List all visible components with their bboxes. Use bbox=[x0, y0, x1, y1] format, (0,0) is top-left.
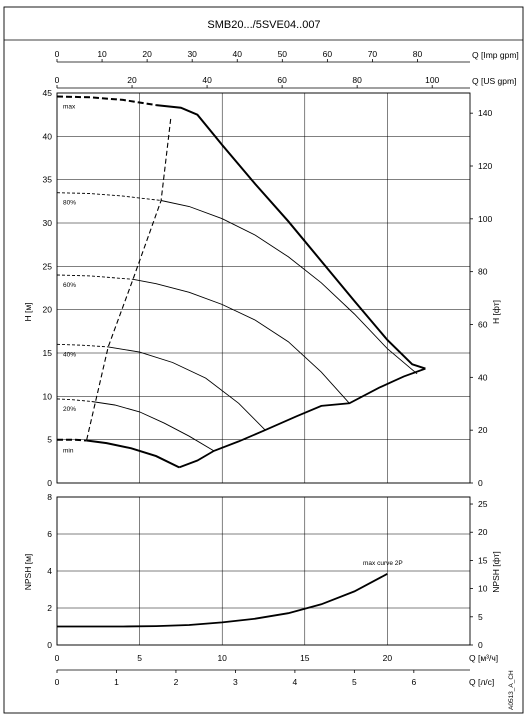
head-chart-grid: 0 5 10 15 20 25 30 35 40 45 0 20 40 60 80 100 120 140 bbox=[43, 88, 493, 488]
head-ytick-left: 30 bbox=[43, 218, 53, 228]
head-ytick-right: 120 bbox=[478, 161, 492, 171]
top-axis-1-tick-label: 20 bbox=[127, 75, 137, 85]
outer-frame bbox=[3, 6, 524, 714]
npsh-ytick-left: 0 bbox=[47, 640, 52, 650]
top-axis-1-tick-label: 100 bbox=[425, 75, 439, 85]
head-curve-60% bbox=[132, 278, 350, 404]
head-ytick-left: 35 bbox=[43, 175, 53, 185]
npsh-ytick-left: 6 bbox=[47, 529, 52, 539]
npsh-ytick-right: 25 bbox=[478, 499, 488, 509]
top-axis-0-tick-label: 30 bbox=[187, 49, 197, 59]
head-curve-80% bbox=[161, 200, 418, 375]
head-ytick-left: 45 bbox=[43, 88, 53, 98]
figure-code: A0513_A_CH bbox=[508, 670, 515, 710]
top-axis-0-label: Q [Imp gpm] bbox=[472, 50, 519, 60]
bottom-axis-1-tick-label: 1 bbox=[114, 677, 119, 687]
head-curve-min-dashed bbox=[57, 438, 87, 442]
head-ytick-right: 60 bbox=[478, 320, 488, 330]
npsh-ytick-right: 10 bbox=[478, 584, 488, 594]
bottom-axis-1-tick-label: 0 bbox=[55, 677, 60, 687]
head-ytick-left: 5 bbox=[47, 435, 52, 445]
chart-title: SMB20.../5SVE04..007 bbox=[207, 19, 320, 31]
head-envelope-curve bbox=[178, 367, 426, 469]
head-ytick-left: 10 bbox=[43, 391, 53, 401]
bottom-axis-0-tick-label: 10 bbox=[217, 653, 227, 663]
top-axis-0-tick-label: 80 bbox=[413, 49, 423, 59]
head-curve-min bbox=[86, 439, 180, 469]
top-axes: 0 10 20 30 40 50 60 70 80 Q [Imp gpm] 0 20 40 60 80 100… bbox=[55, 49, 519, 89]
head-curve-max-dashed bbox=[56, 95, 157, 107]
top-axis-0-tick-label: 10 bbox=[97, 49, 107, 59]
top-axis-0-tick-label: 20 bbox=[142, 49, 152, 59]
head-ylabel-right: H [фт] bbox=[491, 300, 501, 324]
top-axis-1-tick-label: 80 bbox=[352, 75, 362, 85]
top-axis-1-tick-label: 40 bbox=[202, 75, 212, 85]
top-axis-0-tick-label: 50 bbox=[278, 49, 288, 59]
top-axis-1-tick-label: 60 bbox=[277, 75, 287, 85]
bottom-axis-0-tick-label: 5 bbox=[137, 653, 142, 663]
top-axis-0-tick-label: 40 bbox=[233, 49, 243, 59]
bottom-axis-1-tick-label: 5 bbox=[352, 677, 357, 687]
head-curve-80%-dashed bbox=[56, 192, 162, 201]
head-curve-20%-dashed bbox=[56, 398, 92, 402]
head-curve-label-40%: 40% bbox=[63, 351, 76, 358]
top-axis-1-tick-label: 0 bbox=[55, 75, 60, 85]
bottom-axis-1-tick-label: 2 bbox=[174, 677, 179, 687]
bottom-axis-1-tick-label: 3 bbox=[233, 677, 238, 687]
head-limit-curve bbox=[86, 116, 172, 440]
npsh-ytick-right: 0 bbox=[478, 640, 483, 650]
bottom-axis-1-label: Q [л/с] bbox=[469, 677, 494, 687]
head-curve-label-60%: 60% bbox=[63, 282, 76, 289]
head-curve-label-max: max bbox=[63, 103, 76, 110]
bottom-axis-0-tick-label: 15 bbox=[300, 653, 310, 663]
bottom-axis-0-label: Q [м³/ч] bbox=[469, 653, 498, 663]
head-curve-label-80%: 80% bbox=[63, 200, 76, 207]
head-plot-area bbox=[56, 92, 471, 484]
head-curves: max 80% 60% 40% 20% min bbox=[56, 95, 426, 469]
top-axis-0-tick-label: 0 bbox=[55, 49, 60, 59]
head-ytick-left: 25 bbox=[43, 261, 53, 271]
head-ytick-left: 40 bbox=[43, 131, 53, 141]
npsh-curves bbox=[57, 573, 388, 628]
head-ytick-left: 0 bbox=[47, 478, 52, 488]
npsh-ytick-left: 4 bbox=[47, 566, 52, 576]
head-curve-label-min: min bbox=[63, 448, 74, 455]
head-ytick-right: 20 bbox=[478, 425, 488, 435]
npsh-ytick-right: 20 bbox=[478, 527, 488, 537]
head-curve-60%-dashed bbox=[56, 274, 134, 280]
head-curve-max bbox=[155, 104, 426, 370]
top-axis-0-tick-label: 70 bbox=[368, 49, 378, 59]
head-ytick-right: 100 bbox=[478, 214, 492, 224]
bottom-axis-1-tick-label: 4 bbox=[293, 677, 298, 687]
top-axis-0-tick-label: 60 bbox=[323, 49, 333, 59]
head-curve-20% bbox=[91, 401, 215, 452]
bottom-axis-1-tick-label: 6 bbox=[411, 677, 416, 687]
head-ytick-left: 20 bbox=[43, 305, 53, 315]
npsh-annotation: max curve 2P bbox=[363, 560, 403, 567]
head-ytick-right: 0 bbox=[478, 478, 483, 488]
top-axis-1-label: Q [US gpm] bbox=[472, 76, 516, 86]
npsh-chart-grid: 0 2 4 6 8 0 5 10 15 20 25 bbox=[47, 492, 487, 650]
head-ytick-right: 40 bbox=[478, 372, 488, 382]
npsh-ytick-right: 15 bbox=[478, 555, 488, 565]
npsh-ytick-right: 5 bbox=[478, 612, 483, 622]
head-ytick-right: 80 bbox=[478, 267, 488, 277]
npsh-ytick-left: 8 bbox=[47, 492, 52, 502]
npsh-curve bbox=[57, 573, 388, 628]
head-ylabel-left: H [м] bbox=[23, 302, 33, 321]
head-curve-label-20%: 20% bbox=[63, 406, 76, 413]
bottom-axis-0-tick-label: 20 bbox=[383, 653, 393, 663]
head-curve-40% bbox=[108, 346, 266, 431]
npsh-ytick-left: 2 bbox=[47, 603, 52, 613]
bottom-axis-0-tick-label: 0 bbox=[55, 653, 60, 663]
head-ytick-left: 15 bbox=[43, 348, 53, 358]
bottom-axes: 0 5 10 15 20 Q [м³/ч] 0 1 2 3 4 5 6 Q [л/с] bbox=[55, 653, 499, 687]
head-curve-40%-dashed bbox=[56, 343, 109, 348]
head-ytick-right: 140 bbox=[478, 108, 492, 118]
npsh-ylabel-right: NPSH [фт] bbox=[491, 551, 501, 592]
npsh-ylabel-left: NPSH [м] bbox=[23, 554, 33, 591]
